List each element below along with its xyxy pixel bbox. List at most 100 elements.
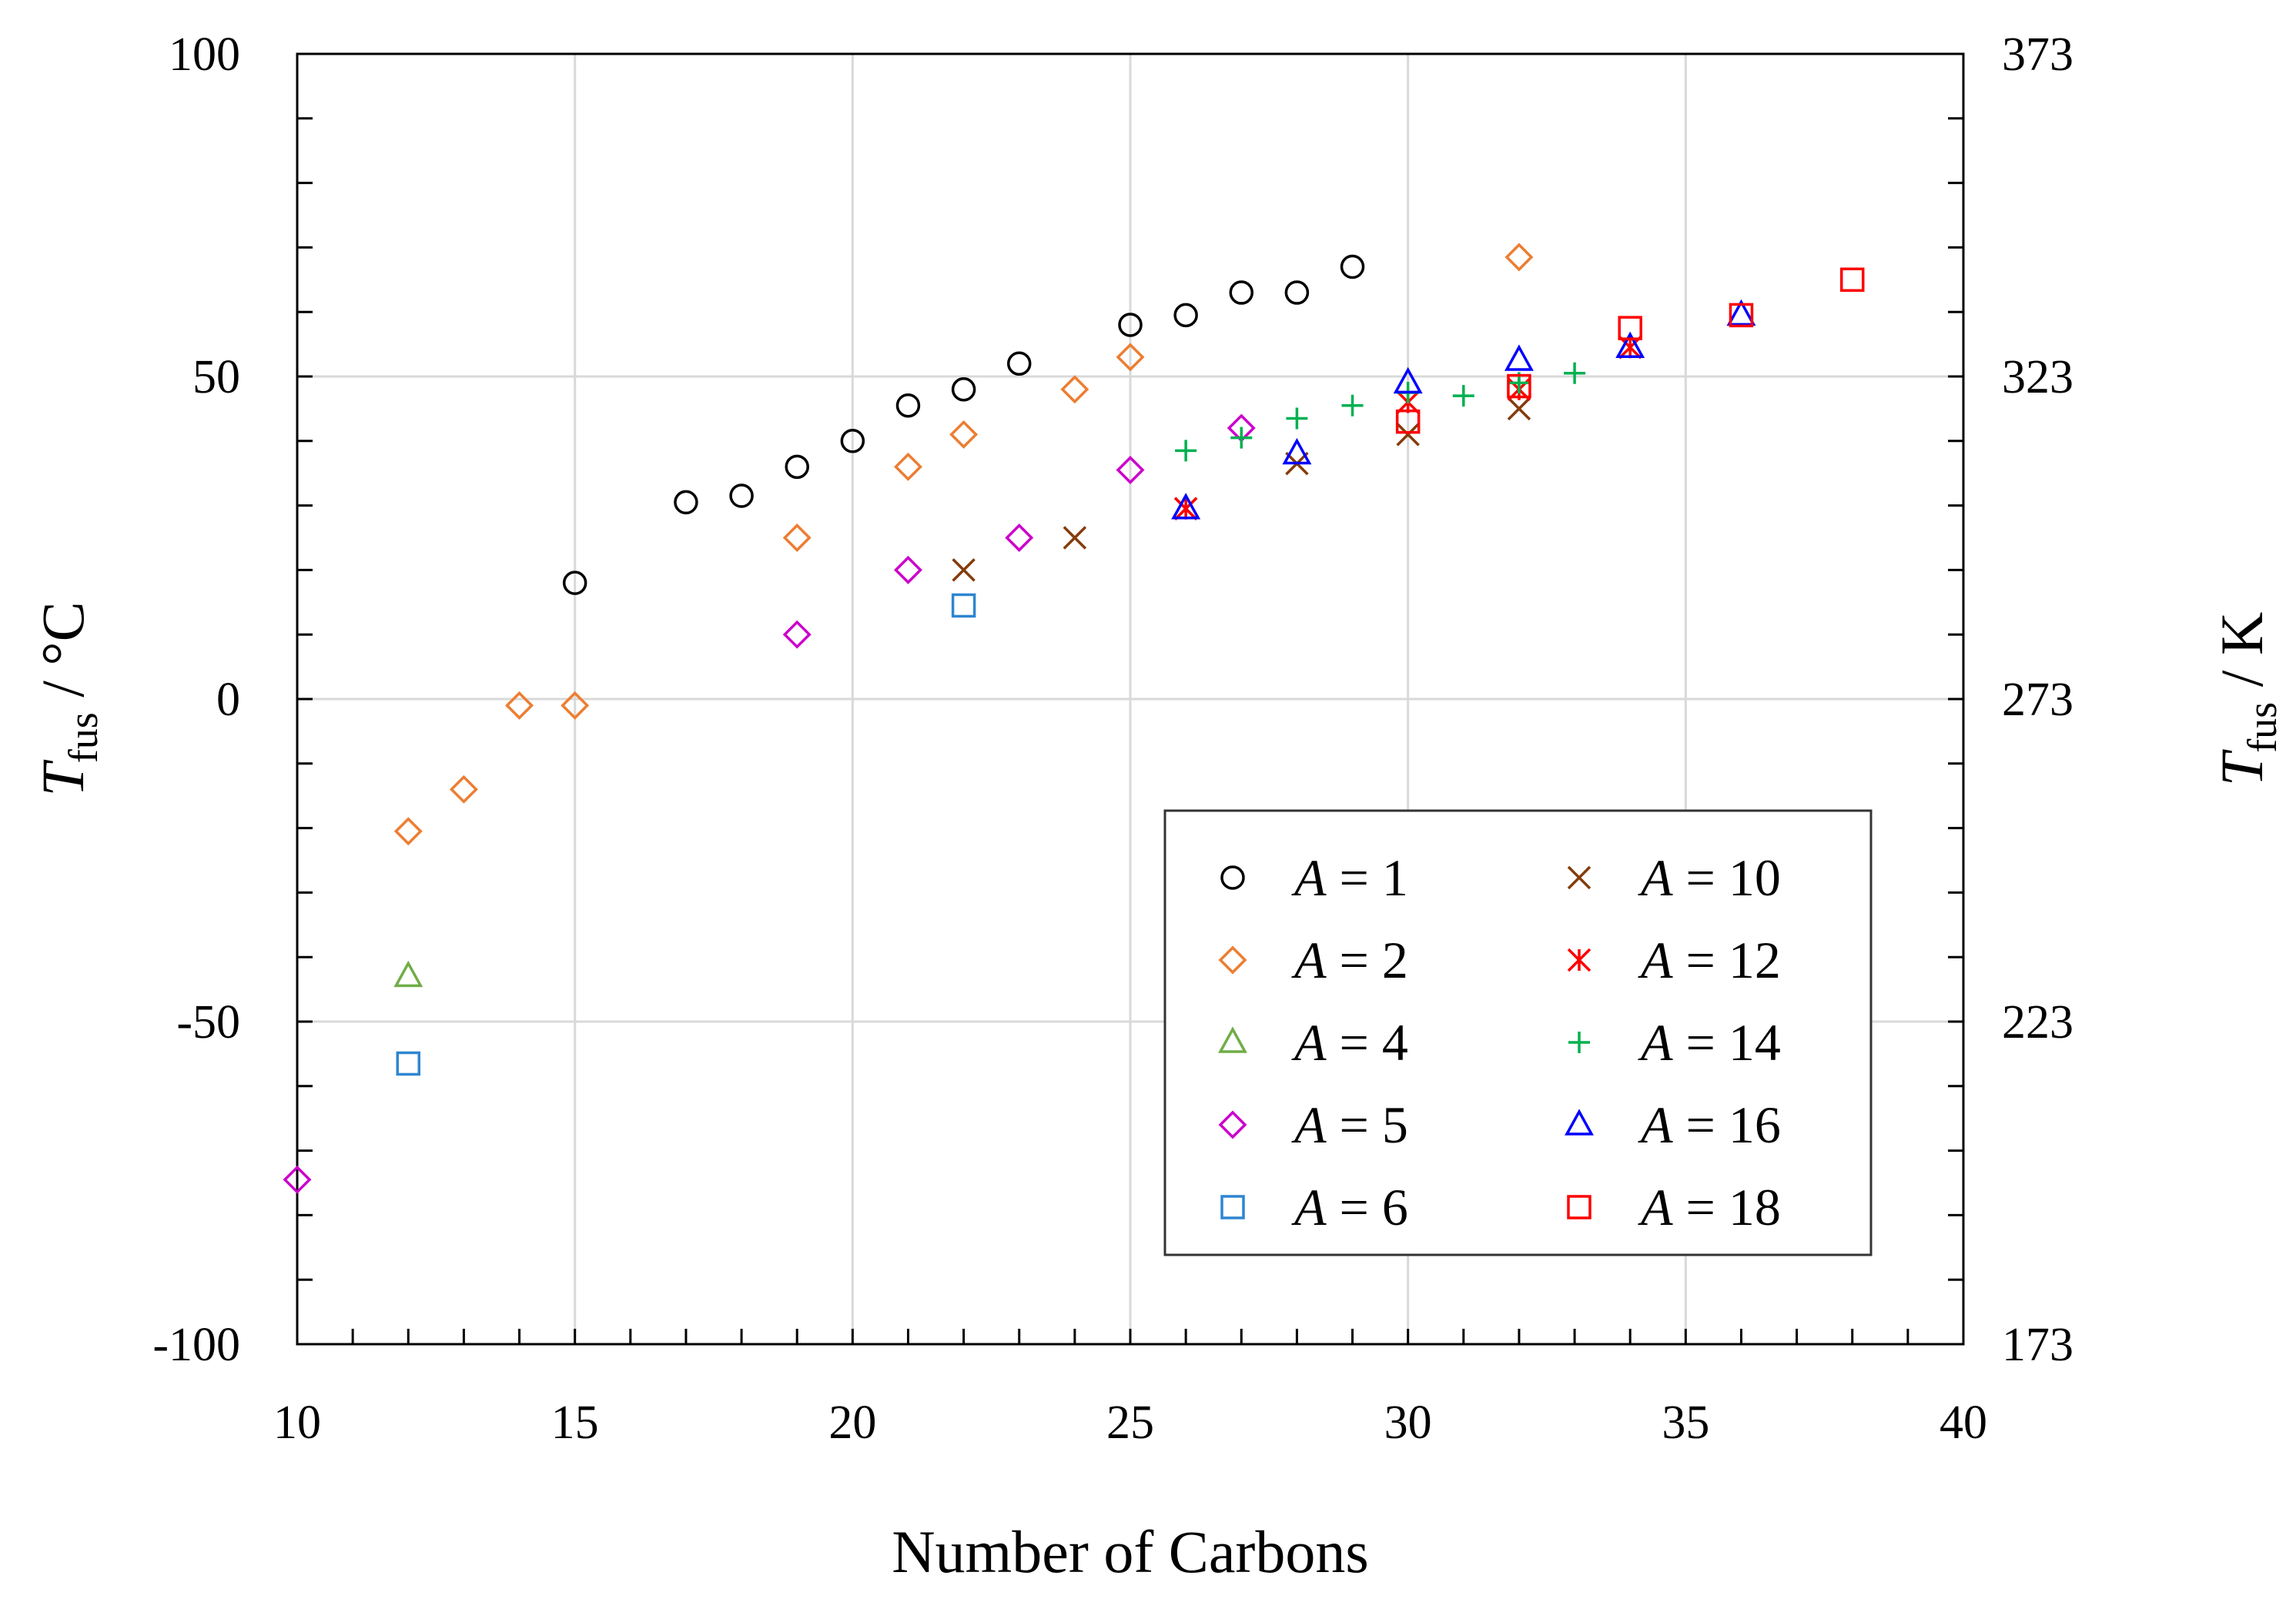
series-18 <box>1395 267 1865 434</box>
x-tick-label: 10 <box>273 1397 321 1449</box>
y-axis-title-unit: / °C <box>29 601 96 712</box>
legend-variable: A <box>1638 848 1673 907</box>
data-point <box>1507 396 1531 421</box>
y-axis-tick-labels: -100 -50 0 50 100 <box>152 28 240 1371</box>
legend-label: A = 12 <box>1638 931 1781 989</box>
data-point <box>1396 423 1420 447</box>
data-point <box>396 1051 421 1076</box>
legend-value: = 10 <box>1673 848 1781 907</box>
data-point <box>1006 351 1032 376</box>
y2-axis-title-unit: / K <box>2208 612 2275 702</box>
legend-label: A = 4 <box>1291 1013 1408 1072</box>
data-point <box>1341 394 1364 416</box>
y2-tick-label: 223 <box>2002 996 2073 1049</box>
y2-tick-label: 373 <box>2002 28 2073 81</box>
legend-value: = 12 <box>1673 931 1781 989</box>
data-point <box>1395 409 1421 434</box>
grid-lines <box>297 54 1963 1344</box>
data-point <box>1618 336 1642 360</box>
legend-items: A = 1A = 2A = 4A = 5A = 6A = 10A = 12A =… <box>1218 848 1781 1236</box>
legend-label: A = 2 <box>1291 931 1408 989</box>
legend-item: A = 5 <box>1218 1096 1408 1154</box>
legend-value: = 5 <box>1327 1096 1408 1154</box>
series-6 <box>396 593 976 1076</box>
data-point <box>1393 366 1423 394</box>
legend-label: A = 14 <box>1638 1013 1781 1072</box>
data-point <box>561 691 590 720</box>
legend-item: A = 16 <box>1565 1096 1781 1154</box>
legend-variable: A <box>1291 931 1327 989</box>
data-point <box>893 452 922 481</box>
legend-variable: A <box>1638 1096 1673 1154</box>
legend-variable: A <box>1291 1096 1327 1154</box>
data-point <box>283 1165 312 1194</box>
legend-item: A = 4 <box>1218 1013 1408 1072</box>
legend-marker <box>1567 948 1591 972</box>
y-tick-label: 100 <box>169 28 240 81</box>
data-point <box>840 429 865 453</box>
x-tick-label: 35 <box>1662 1397 1709 1449</box>
legend-value: = 6 <box>1327 1178 1408 1236</box>
legend-value: = 2 <box>1327 931 1408 989</box>
data-point <box>949 420 979 449</box>
y2-axis-title: Tfus / K <box>2208 612 2285 786</box>
data-point <box>674 490 698 515</box>
legend-item: A = 14 <box>1568 1013 1781 1072</box>
legend-variable: A <box>1291 1013 1327 1072</box>
data-point <box>393 817 423 846</box>
series-4 <box>393 960 423 988</box>
legend-variable: A <box>1291 848 1327 907</box>
data-point <box>1284 280 1310 305</box>
legend-value: = 14 <box>1673 1013 1781 1072</box>
legend-value: = 16 <box>1673 1096 1781 1154</box>
data-point <box>1282 437 1312 465</box>
data-point <box>951 377 976 402</box>
series-14 <box>1175 362 1586 462</box>
data-point <box>1286 407 1308 430</box>
series-2 <box>393 243 1534 846</box>
data-point <box>1116 456 1145 484</box>
data-point <box>1171 493 1201 520</box>
series-16 <box>1171 299 1756 520</box>
y2-tick-label: 173 <box>2002 1319 2073 1371</box>
x-tick-label: 15 <box>551 1397 599 1449</box>
legend-label: A = 10 <box>1638 848 1781 907</box>
legend-marker <box>1567 865 1591 890</box>
y2-axis-title-symbol: T <box>2208 749 2275 786</box>
legend-marker <box>1220 865 1245 890</box>
legend-marker <box>1218 945 1247 975</box>
y2-tick-label: 323 <box>2002 351 2073 403</box>
data-point <box>1504 344 1534 371</box>
x-tick-label: 30 <box>1384 1397 1432 1449</box>
series-10 <box>952 396 1531 582</box>
data-point <box>505 691 534 720</box>
legend-item: A = 1 <box>1220 848 1408 907</box>
data-point <box>951 593 976 618</box>
data-point <box>1229 280 1254 305</box>
y2-axis-tick-labels: 173 223 273 323 373 <box>2002 28 2073 1371</box>
data-point <box>1005 524 1034 552</box>
legend-value: = 18 <box>1673 1178 1781 1236</box>
data-point <box>1504 243 1534 272</box>
x-axis-title: Number of Carbons <box>892 1518 1369 1585</box>
series-1 <box>562 254 1365 595</box>
y-axis-title-subscript: fus <box>60 712 106 763</box>
legend-value: = 1 <box>1327 848 1408 907</box>
data-point <box>952 558 976 582</box>
data-point <box>1452 385 1474 407</box>
legend-label: A = 5 <box>1291 1096 1408 1154</box>
data-point <box>1615 331 1645 359</box>
legend-label: A = 6 <box>1291 1178 1408 1236</box>
legend-item: A = 6 <box>1220 1178 1408 1236</box>
legend-marker <box>1218 1110 1247 1139</box>
data-point <box>1340 254 1365 279</box>
legend-label: A = 1 <box>1291 848 1408 907</box>
legend-variable: A <box>1638 931 1673 989</box>
y-tick-label: 0 <box>216 674 240 726</box>
data-point <box>1063 526 1087 550</box>
data-point <box>895 393 921 418</box>
data-point <box>1173 497 1198 521</box>
legend-variable: A <box>1638 1013 1673 1072</box>
x-axis-tick-labels: 10 15 20 25 30 35 40 <box>273 1397 1987 1449</box>
data-point <box>1175 440 1197 462</box>
